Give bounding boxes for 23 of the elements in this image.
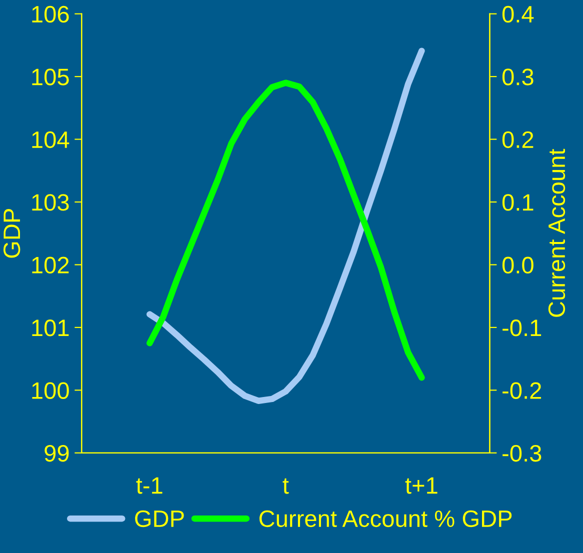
y-tick-label: 99 xyxy=(44,444,69,462)
y2-tick-label: -0.1 xyxy=(502,320,542,336)
y-tick-label: 102 xyxy=(32,256,69,274)
legend-label: GDP xyxy=(135,510,184,528)
y2-tick-label: 0.4 xyxy=(502,6,534,23)
legend-label: Current Account % GDP xyxy=(259,510,512,528)
y2-tick-label: -0.2 xyxy=(502,382,542,399)
y-axis-title: GDP xyxy=(3,209,20,258)
y-tick-label: 100 xyxy=(32,382,69,399)
y2-tick-label: -0.3 xyxy=(502,444,542,462)
y-tick-label: 104 xyxy=(32,131,70,148)
y2-axis-title: Current Account xyxy=(548,148,566,317)
y-tick-label: 101 xyxy=(32,320,69,336)
y-tick-label: 105 xyxy=(32,68,69,86)
y2-tick-label: 0.2 xyxy=(502,131,534,148)
y-tick-label: 103 xyxy=(32,194,69,211)
y2-tick-label: 0.1 xyxy=(502,194,534,211)
x-tick-label: t-1 xyxy=(136,477,162,494)
x-tick-label: t xyxy=(282,478,289,494)
y2-tick-label: 0.3 xyxy=(502,68,534,86)
x-tick-label: t+1 xyxy=(405,477,438,494)
y-tick-label: 106 xyxy=(32,6,69,23)
y2-tick-label: 0.0 xyxy=(502,256,534,274)
